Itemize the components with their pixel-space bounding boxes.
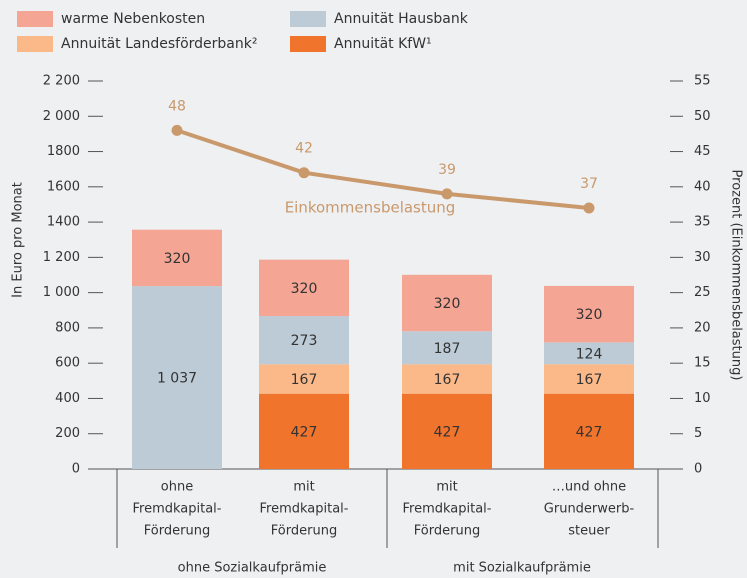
y2-tick-label: 40 [694,179,711,194]
line-point [298,167,310,179]
bar-segment [259,259,349,317]
bar-segment [544,342,634,365]
x-tick-label: …und ohne [552,480,626,495]
legend-label: warme Nebenkosten [61,11,205,27]
x-tick-label: Förderung [271,524,337,539]
value-label: 273 [291,333,318,349]
x-tick-label: mit [436,480,457,495]
value-label: 320 [576,307,603,323]
value-label: 320 [164,251,191,267]
x-tick-label: Fremdkapital- [132,502,221,517]
y2-tick-label: 25 [694,285,711,300]
bar-segment [402,274,492,332]
x-tick-label: mit [293,480,314,495]
line-value-label: 42 [295,141,313,157]
value-label: 427 [291,424,318,440]
line [176,128,590,210]
legend-swatch [290,36,326,52]
value-label: 167 [576,372,603,388]
x-tick-label: Förderung [414,524,480,539]
value-label: 320 [291,281,318,297]
y-tick-label: 0 [72,462,80,477]
bar-segment [544,393,634,469]
legend-swatch [17,11,53,27]
x-tick-label: Fremdkapital- [402,502,491,517]
y2-tick-label: 55 [694,74,711,89]
x-tick-label: Fremdkapital- [259,502,348,517]
bar-segment [259,393,349,469]
y2-tick-label: 50 [694,109,711,124]
bar-segment [402,393,492,469]
value-label: 124 [576,346,603,362]
x-tick-label: Grunderwerb- [544,502,635,517]
bar-segment [132,286,222,469]
value-label: 167 [434,372,461,388]
y2-tick-label: 20 [694,320,711,335]
group-label: mit Sozialkaufprämie [453,561,591,576]
y2-tick-label: 5 [694,426,702,441]
bar-segment [402,364,492,394]
line-value-label: 39 [438,162,456,178]
y-tick-label: 800 [55,320,80,335]
value-label: 320 [434,296,461,312]
y2-tick-label: 0 [694,462,702,477]
bar-segment [544,364,634,394]
value-label: 427 [434,424,461,440]
bar-segment [259,316,349,365]
y2-tick-label: 45 [694,144,711,159]
value-label: 167 [291,372,318,388]
y-tick-label: 1 200 [43,250,80,265]
bar-segment [132,229,222,287]
line-annotation: Einkommensbelastung [285,199,456,217]
y2-tick-label: 15 [694,356,711,371]
y-tick-label: 1400 [47,215,80,230]
y-axis-label: In Euro pro Monat [11,182,26,298]
line-point [171,124,183,136]
y2-axis-label: Prozent (Einkommensbelastung) [729,170,744,381]
legend-swatch [290,11,326,27]
x-tick-label: steuer [568,524,610,539]
y-tick-label: 600 [55,356,80,371]
x-tick-label: Förderung [144,524,210,539]
group-label: ohne Sozialkaufprämie [178,561,327,576]
y-tick-label: 400 [55,391,80,406]
y-tick-label: 200 [55,426,80,441]
y-tick-label: 1800 [47,144,80,159]
y2-tick-label: 10 [694,391,711,406]
x-tick-label: ohne [161,480,193,495]
y2-tick-label: 30 [694,250,711,265]
y-tick-label: 2 000 [43,109,80,124]
y2-tick-label: 35 [694,215,711,230]
y-tick-label: 1 000 [43,285,80,300]
bar-segment [402,331,492,365]
legend-label: Annuität Landesförderbank² [61,36,257,52]
line-value-label: 48 [168,98,186,114]
bar-segment [259,364,349,394]
value-label: 427 [576,424,603,440]
value-label: 187 [434,341,461,357]
line-point [441,188,453,200]
line-point [583,202,595,214]
legend-label: Annuität Hausbank [334,11,469,27]
value-label: 1 037 [157,371,197,387]
bar-segment [544,285,634,343]
legend-label: Annuität KfW¹ [334,36,432,52]
y-tick-label: 1600 [47,179,80,194]
legend-swatch [17,36,53,52]
line-value-label: 37 [580,176,598,192]
y-tick-label: 2 200 [43,74,80,89]
